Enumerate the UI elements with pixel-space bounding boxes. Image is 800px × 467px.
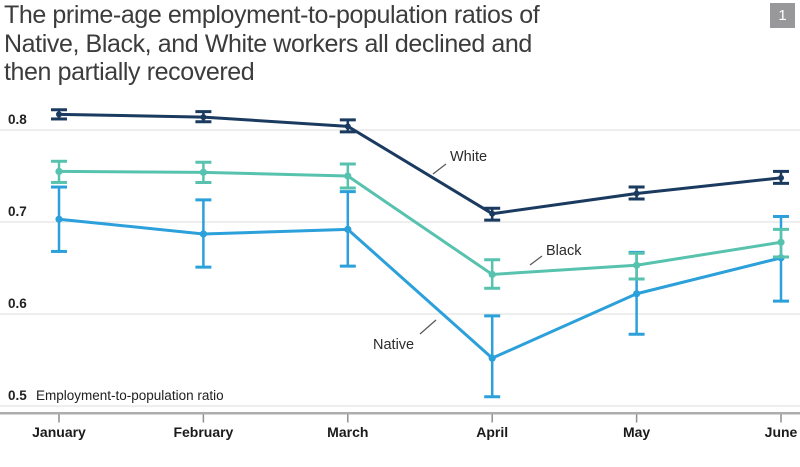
title-line: Native, Black, and White workers all dec… (4, 29, 532, 58)
y-tick-label: 0.7 (8, 204, 27, 219)
x-tick-label: February (173, 424, 233, 440)
x-axis-line (0, 412, 800, 415)
x-tick-label: January (32, 424, 86, 440)
y-tick-label: 0.6 (8, 296, 27, 311)
data-point-marker-white (633, 190, 640, 197)
annotation-leader-line-white (432, 163, 447, 175)
annotation-label-native: Native (373, 337, 414, 353)
series-line-white (57, 112, 783, 216)
data-point-marker-black (777, 238, 785, 246)
data-point-marker-black (633, 261, 641, 269)
data-point-marker-black (488, 270, 496, 279)
x-tick-label: March (327, 424, 368, 440)
data-point-marker-white (56, 111, 62, 118)
data-point-marker-native (633, 290, 641, 298)
y-axis-title: Employment-to-population ratio (36, 388, 224, 403)
y-tick-label: 0.8 (8, 112, 27, 127)
annotation-leader-line-black (529, 255, 543, 266)
data-point-marker-native (344, 225, 352, 233)
data-point-marker-black (55, 167, 63, 175)
data-point-marker-white (489, 210, 496, 217)
annotation-leader-line-native (419, 319, 437, 335)
data-point-marker-white (344, 123, 351, 130)
data-point-marker-white (778, 174, 784, 181)
series-line-native (57, 217, 783, 360)
data-point-marker-native (199, 230, 207, 238)
data-point-marker-black (199, 168, 207, 176)
series-line-black (57, 169, 783, 276)
data-point-marker-native (488, 354, 496, 362)
chart-title: The prime-age employment-to-population r… (4, 1, 724, 87)
title-line: then partially recovered (4, 58, 255, 86)
title-line: The prime-age employment-to-population r… (4, 1, 540, 29)
data-point-marker-native (55, 215, 63, 223)
slide-number-badge: 1 (770, 3, 795, 28)
x-tick-label: June (765, 424, 798, 440)
data-point-marker-white (200, 114, 207, 121)
annotation-label-black: Black (546, 243, 582, 259)
x-tick-label: April (476, 424, 508, 440)
x-tick-label: May (623, 424, 650, 440)
data-point-marker-black (344, 172, 352, 180)
annotation-label-white: White (450, 149, 487, 165)
y-tick-label: 0.5 (8, 388, 27, 403)
